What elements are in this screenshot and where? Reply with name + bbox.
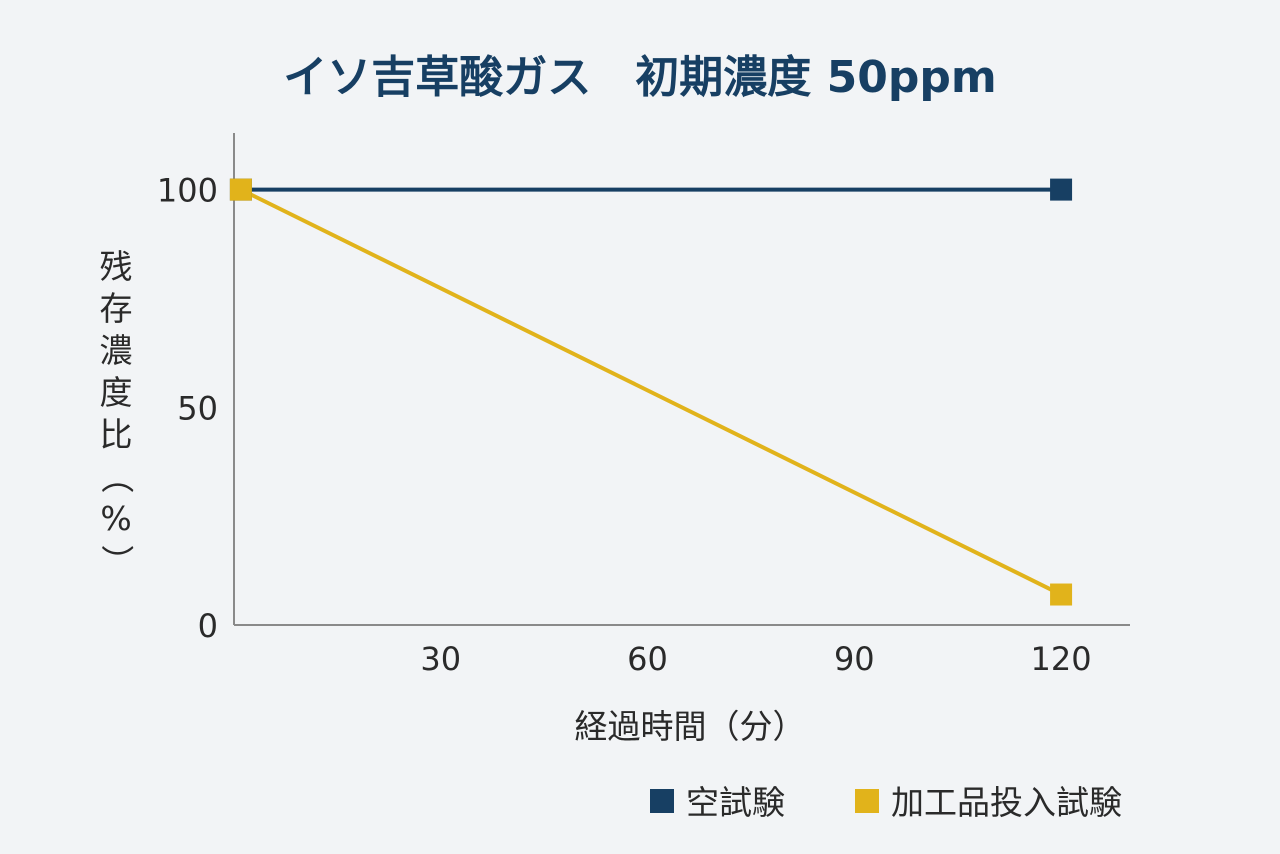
series-1-point: [229, 178, 252, 201]
series-layer: [229, 178, 1073, 606]
y-tick-label: 0: [198, 607, 218, 645]
y-tick-label: 50: [177, 389, 218, 427]
x-tick-label: 90: [834, 640, 875, 678]
y-tick-label: 100: [157, 172, 218, 210]
y-axis-label-char: %: [100, 499, 131, 538]
x-tick-labels: 30 60 90 120: [420, 640, 1091, 678]
legend-label: 加工品投入試験: [891, 783, 1122, 822]
chart-title: イソ吉草酸ガス 初期濃度 50ppm: [283, 52, 996, 103]
legend-label: 空試験: [686, 783, 785, 822]
series-1-point: [1050, 583, 1073, 606]
series-0-point: [1050, 178, 1073, 201]
y-tick-labels: 0 50 100: [157, 172, 218, 645]
x-tick-label: 30: [420, 640, 461, 678]
x-tick-label: 120: [1031, 640, 1092, 678]
series-line-1: [240, 187, 1062, 597]
y-axis-label-char: （: [97, 461, 136, 494]
y-axis-label-char: 存: [100, 289, 133, 328]
y-axis-label-char: 度: [100, 373, 133, 412]
x-axis-label: 経過時間（分）: [575, 707, 806, 746]
legend-swatch: [855, 789, 879, 813]
y-axis-label-char: ）: [97, 545, 136, 578]
x-tick-label: 60: [627, 640, 668, 678]
legend-swatch: [650, 789, 674, 813]
y-axis-label-char: 濃: [100, 331, 133, 370]
axes: [233, 133, 1130, 626]
y-axis-label-char: 残: [100, 247, 133, 286]
y-axis-label-char: 比: [100, 415, 133, 454]
legend: 空試験 加工品投入試験: [650, 783, 1122, 822]
